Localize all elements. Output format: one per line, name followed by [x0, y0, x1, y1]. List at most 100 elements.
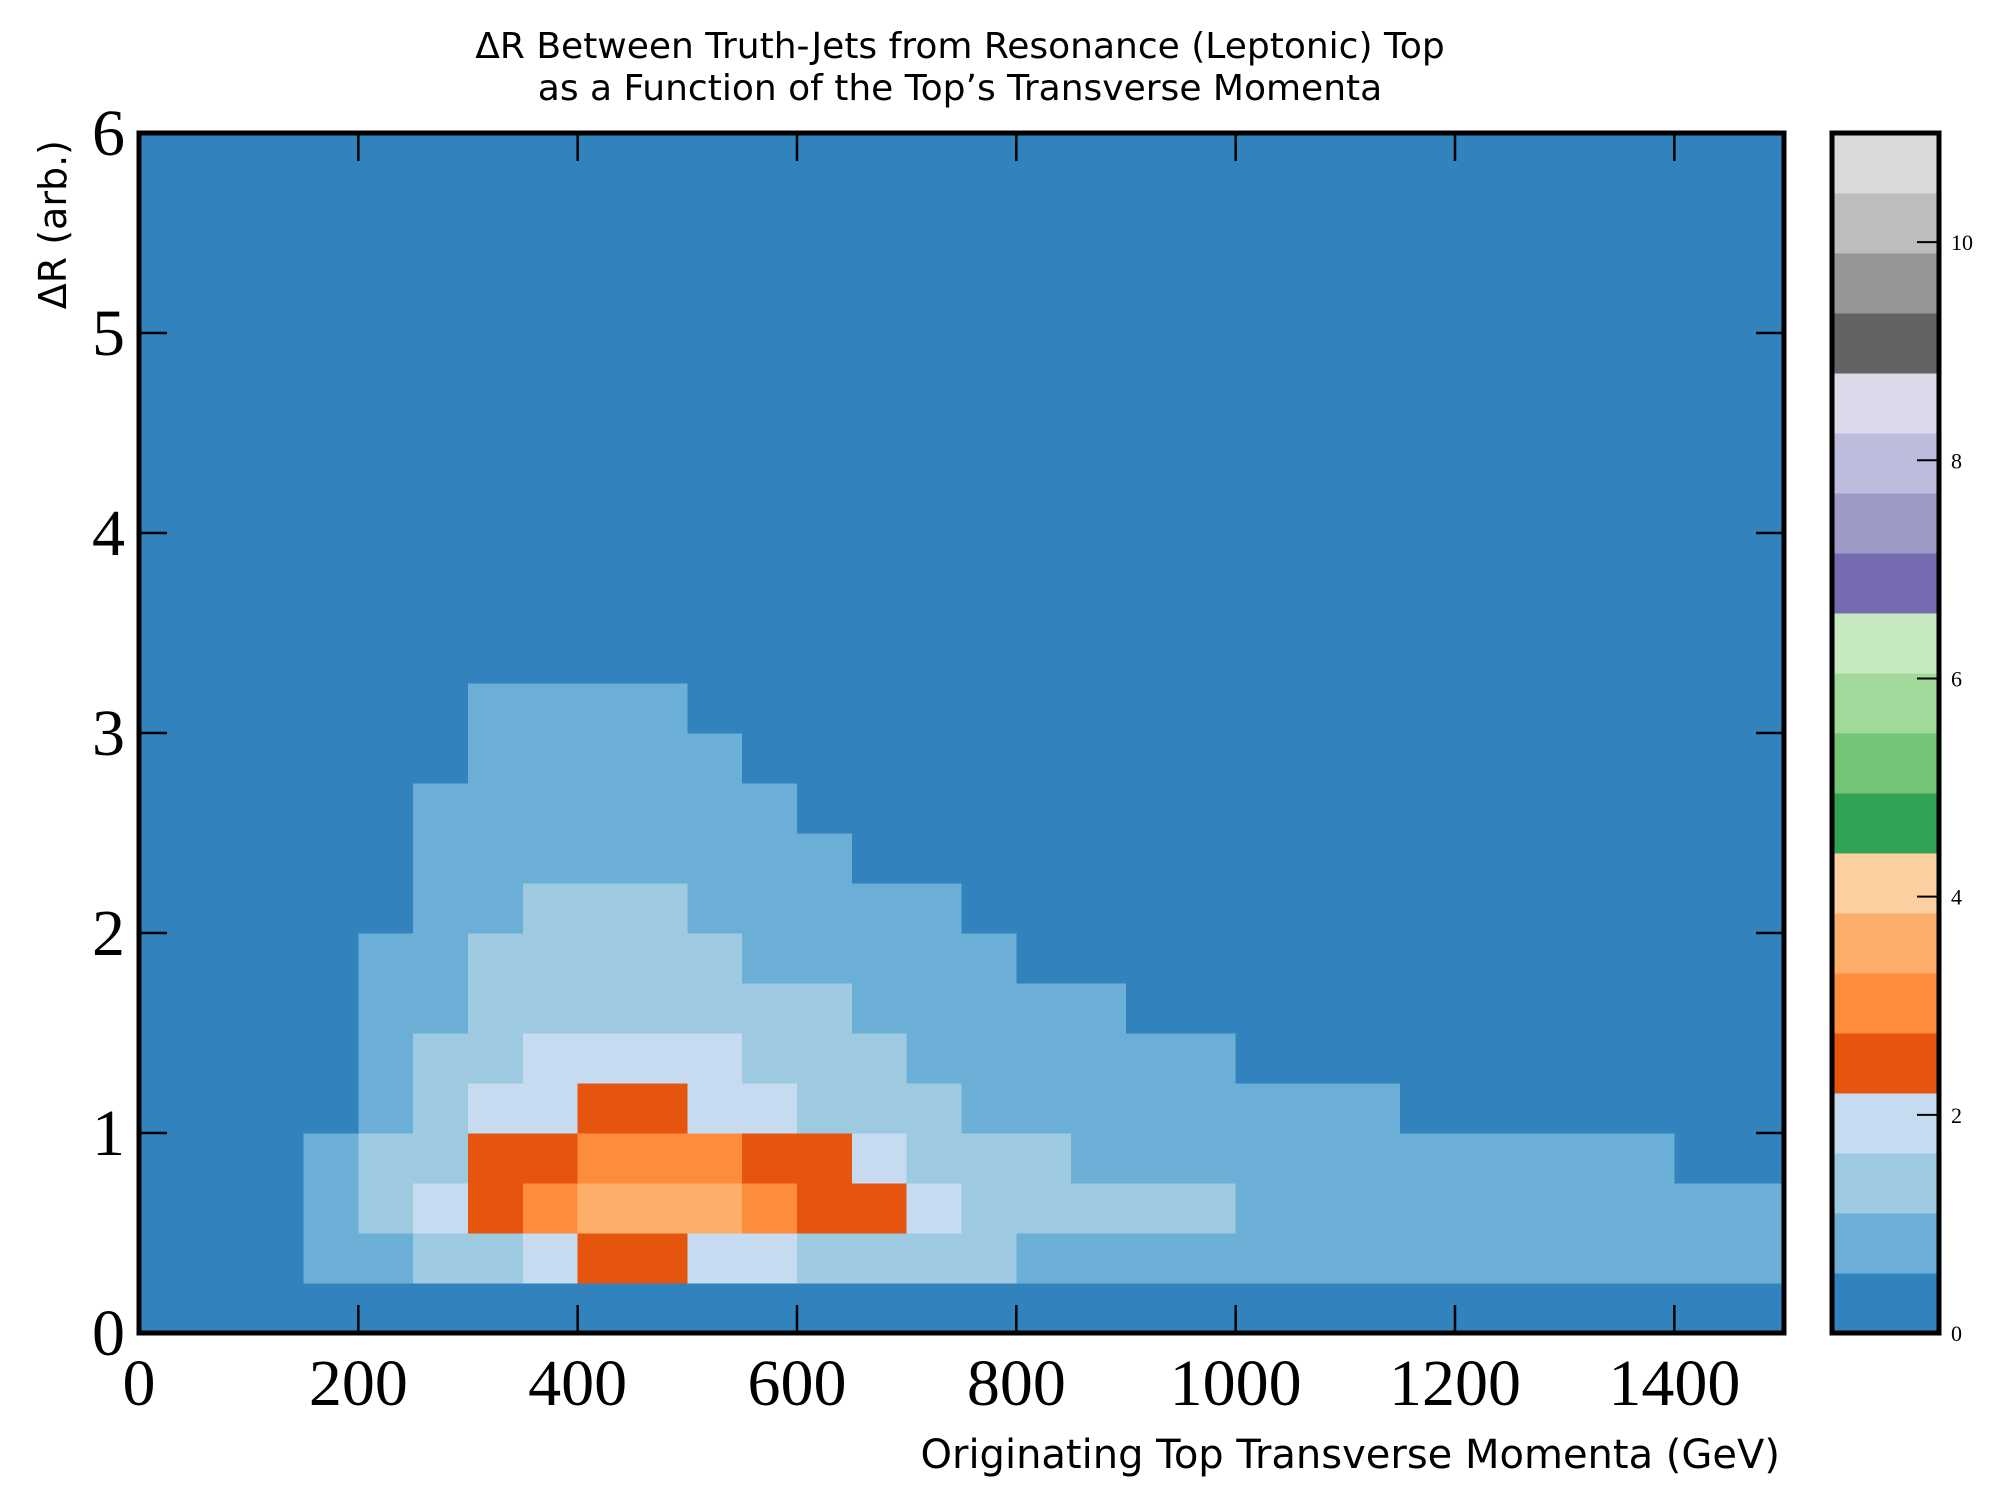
- heatmap-cell: [1674, 1083, 1730, 1134]
- heatmap-cell: [193, 683, 250, 734]
- heatmap-cell: [577, 1283, 633, 1334]
- heatmap-cell: [1619, 1183, 1675, 1234]
- heatmap-cell: [522, 783, 579, 834]
- heatmap-cell: [742, 983, 798, 1034]
- heatmap-cell: [193, 783, 250, 834]
- heatmap-cell: [1509, 833, 1566, 884]
- heatmap-cell: [522, 1183, 579, 1234]
- heatmap-cell: [577, 583, 633, 634]
- heatmap-cell: [1180, 633, 1237, 684]
- colorbar-segment: [1832, 853, 1939, 914]
- heatmap-cell: [1729, 883, 1785, 934]
- heatmap-cell: [1619, 1083, 1675, 1134]
- heatmap-cell: [961, 733, 1017, 784]
- heatmap-cell: [1509, 1133, 1566, 1184]
- heatmap-cell: [742, 1233, 798, 1284]
- heatmap-cell: [522, 533, 579, 584]
- heatmap-cell: [1126, 683, 1182, 734]
- heatmap-cell: [1509, 1283, 1566, 1334]
- heatmap-cell: [139, 1233, 195, 1284]
- heatmap-cell: [139, 983, 195, 1034]
- heatmap-cell: [358, 1033, 414, 1084]
- heatmap-cell: [1564, 1133, 1620, 1184]
- heatmap-cell: [1071, 833, 1127, 884]
- heatmap-cell: [358, 583, 414, 634]
- heatmap-cell: [1509, 983, 1566, 1034]
- heatmap-cell: [1400, 833, 1456, 884]
- colorbar-segment: [1832, 373, 1939, 434]
- heatmap-cell: [358, 683, 414, 734]
- heatmap-cell: [358, 983, 414, 1034]
- heatmap-cell: [139, 883, 195, 934]
- heatmap-cell: [1126, 1033, 1182, 1084]
- heatmap-cell: [961, 683, 1017, 734]
- heatmap-cell: [413, 1033, 469, 1084]
- heatmap-cell: [1674, 933, 1730, 984]
- heatmap-cell: [687, 533, 743, 584]
- heatmap-cell: [687, 1083, 743, 1134]
- heatmap-cell: [1564, 683, 1620, 734]
- x-tick-label: 400: [528, 1347, 627, 1420]
- heatmap-cell: [358, 1183, 414, 1234]
- heatmap-cell: [413, 1283, 469, 1334]
- heatmap-cell: [522, 833, 579, 884]
- heatmap-cell: [193, 533, 250, 584]
- heatmap-cell: [303, 733, 359, 784]
- heatmap-cell: [1126, 533, 1182, 584]
- heatmap-cell: [797, 1033, 853, 1084]
- heatmap-cell: [1509, 1033, 1566, 1084]
- heatmap-cell: [632, 1183, 688, 1234]
- heatmap-cell: [577, 533, 633, 584]
- heatmap-cell: [1016, 1033, 1072, 1084]
- heatmap-cell: [358, 933, 414, 984]
- heatmap-cell: [632, 833, 688, 884]
- heatmap-cell: [248, 1283, 304, 1334]
- heatmap-cell: [851, 883, 908, 934]
- colorbar-segment: [1832, 1033, 1939, 1094]
- heatmap-cell: [1235, 983, 1291, 1034]
- heatmap-cell: [248, 1133, 304, 1184]
- heatmap-cell: [1016, 1183, 1072, 1234]
- heatmap-cell: [797, 533, 853, 584]
- colorbar-tick-label: 2: [1951, 1103, 1962, 1128]
- heatmap-cell: [303, 783, 359, 834]
- colorbar-segment: [1832, 553, 1939, 614]
- heatmap-cell: [1619, 583, 1675, 634]
- heatmap-cell: [851, 683, 908, 734]
- heatmap-cell: [413, 1083, 469, 1134]
- heatmap-cell: [906, 933, 962, 984]
- heatmap-cell: [1290, 1283, 1346, 1334]
- heatmap-cell: [1345, 1183, 1401, 1234]
- heatmap-cell: [1235, 1133, 1291, 1184]
- heatmap-cell: [687, 1033, 743, 1084]
- heatmap-cell: [1619, 1133, 1675, 1184]
- heatmap-cell: [577, 1083, 633, 1134]
- heatmap-cell: [1016, 583, 1072, 634]
- heatmap-cell: [1619, 633, 1675, 684]
- heatmap-cell: [303, 633, 359, 684]
- heatmap-cell: [797, 883, 853, 934]
- heatmap-cell: [797, 1133, 853, 1184]
- heatmap-cell: [139, 683, 195, 734]
- heatmap-cell: [1235, 633, 1291, 684]
- colorbar-segment: [1832, 733, 1939, 794]
- heatmap-cell: [1345, 583, 1401, 634]
- heatmap-cell: [1180, 783, 1237, 834]
- heatmap-cell: [1564, 1183, 1620, 1234]
- heatmap-cell: [632, 1283, 688, 1334]
- heatmap-cell: [522, 1283, 579, 1334]
- heatmap-cell: [797, 1233, 853, 1284]
- heatmap-cell: [1345, 833, 1401, 884]
- heatmap-cell: [358, 1283, 414, 1334]
- heatmap-cell: [248, 683, 304, 734]
- heatmap-cell: [1729, 533, 1785, 584]
- heatmap-cell: [468, 1133, 524, 1184]
- heatmap-cell: [468, 833, 524, 884]
- heatmap-cell: [577, 733, 633, 784]
- heatmap-cell: [303, 933, 359, 984]
- heatmap-cell: [139, 933, 195, 984]
- heatmap-cell: [1071, 983, 1127, 1034]
- heatmap-cell: [1509, 533, 1566, 584]
- heatmap-cell: [193, 1283, 250, 1334]
- heatmap-cell: [1509, 683, 1566, 734]
